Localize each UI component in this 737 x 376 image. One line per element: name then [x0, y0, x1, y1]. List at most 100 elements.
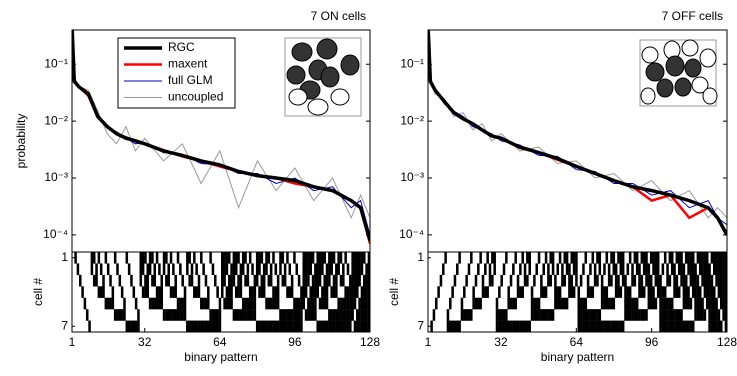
raster-cell — [439, 274, 443, 287]
raster-cell — [339, 297, 343, 310]
raster-cell — [141, 252, 145, 264]
raster-cell — [586, 320, 590, 333]
raster-cell — [300, 297, 303, 310]
raster-cell — [710, 309, 714, 321]
raster-cell — [162, 263, 166, 276]
raster-cell — [696, 286, 700, 298]
raster-cell — [654, 252, 658, 264]
raster-cell — [360, 252, 364, 264]
raster-cell — [295, 309, 299, 321]
raster-cell — [717, 274, 721, 287]
raster-cell — [330, 286, 333, 298]
raster-cell — [694, 297, 697, 310]
raster-cell — [367, 297, 371, 310]
raster-cell — [663, 309, 667, 321]
raster-cell — [349, 309, 352, 321]
raster-cell — [151, 297, 154, 310]
raster-cell — [554, 274, 557, 287]
raster-cell — [512, 263, 515, 276]
raster-cell — [244, 274, 247, 287]
raster-cell — [677, 320, 681, 333]
raster-cell — [437, 286, 440, 298]
raster-cell — [335, 320, 338, 333]
raster-cell — [111, 286, 115, 298]
raster-cell — [346, 263, 350, 276]
raster-cell — [253, 297, 257, 310]
raster-cell — [659, 297, 662, 310]
raster-cell — [99, 263, 103, 276]
raster-cell — [460, 309, 464, 321]
raster-cell — [109, 297, 112, 310]
raster-cell — [498, 309, 501, 321]
raster-cell — [234, 263, 238, 276]
raster-cell — [582, 263, 585, 276]
raster-cell — [628, 286, 632, 298]
raster-cell — [346, 286, 350, 298]
raster-cell — [680, 252, 683, 264]
raster-cell — [677, 309, 681, 321]
raster-cell — [255, 274, 259, 287]
x-tick-label: 64 — [213, 335, 227, 349]
raster-cell — [689, 274, 693, 287]
raster-cell — [458, 320, 461, 333]
raster-cell — [356, 252, 359, 264]
raster-cell — [255, 320, 259, 333]
raster-cell — [710, 252, 714, 264]
raster-cell — [144, 286, 147, 298]
raster-cell — [176, 297, 180, 310]
raster-cell — [302, 252, 306, 264]
raster-cell — [544, 309, 548, 321]
raster-cell — [304, 263, 308, 276]
raster-cell — [631, 263, 634, 276]
raster-cell — [670, 297, 674, 310]
raster-cell — [325, 297, 329, 310]
raster-cell — [190, 263, 194, 276]
raster-cell — [265, 263, 268, 276]
raster-cell — [344, 297, 347, 310]
raster-cell — [535, 309, 538, 321]
raster-cell — [349, 297, 352, 310]
raster-cell — [705, 286, 709, 298]
raster-cell — [722, 286, 725, 298]
raster-cell — [207, 320, 210, 333]
raster-cell — [169, 309, 173, 321]
raster-cell — [467, 263, 471, 276]
raster-cell — [493, 252, 496, 264]
raster-cell — [495, 320, 499, 333]
raster-cell — [635, 252, 639, 264]
raster-cell — [227, 274, 231, 287]
raster-cell — [295, 297, 299, 310]
raster-cell — [530, 309, 534, 321]
raster-cell — [269, 274, 273, 287]
raster-cell — [486, 252, 489, 264]
raster-cell — [642, 252, 646, 264]
raster-cell — [647, 297, 651, 310]
panel-title: 7 ON cells — [311, 9, 366, 23]
raster-cell — [668, 252, 672, 264]
raster-cell — [628, 297, 632, 310]
raster-cell — [188, 252, 191, 264]
raster-cell — [715, 274, 718, 287]
raster-cell — [234, 286, 238, 298]
raster-cell — [153, 263, 157, 276]
raster-cell — [479, 297, 482, 310]
y-tick-label: 10⁻¹ — [400, 56, 424, 70]
raster-cell — [188, 274, 191, 287]
raster-cell — [605, 297, 609, 310]
raster-cell — [659, 320, 662, 333]
raster-cell — [708, 297, 711, 310]
raster-cell — [621, 320, 625, 333]
raster-cell — [234, 309, 238, 321]
raster-cell — [598, 309, 602, 321]
raster-cell — [104, 252, 108, 264]
raster-cell — [318, 297, 322, 310]
raster-cell — [358, 320, 361, 333]
raster-cell — [183, 309, 187, 321]
raster-cell — [502, 309, 506, 321]
raster-cell — [710, 297, 714, 310]
series-line — [72, 30, 370, 220]
raster-cell — [279, 320, 282, 333]
legend-label: uncoupled — [168, 90, 223, 104]
raster-cell — [193, 320, 196, 333]
raster-cell — [565, 297, 569, 310]
